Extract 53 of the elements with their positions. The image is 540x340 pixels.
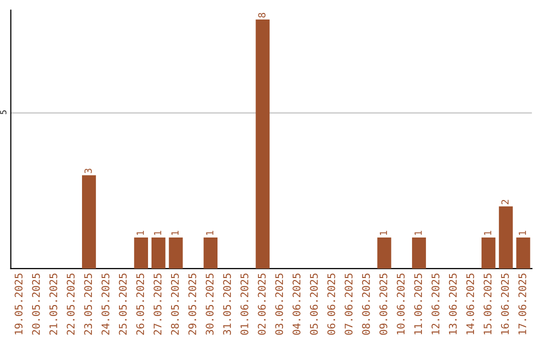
x-tick-label: 28.05.2025	[170, 274, 179, 335]
x-tick-label: 02.06.2025	[258, 274, 266, 335]
bar	[82, 175, 96, 269]
bar	[498, 206, 513, 269]
x-tick-label: 23.05.2025	[84, 274, 92, 335]
x-tick-label: 06.06.2025	[327, 274, 336, 335]
x-tick-label: 31.05.2025	[223, 274, 231, 335]
data-label: 3	[84, 168, 92, 174]
data-label: 1	[171, 230, 179, 235]
x-tick-label: 14.06.2025	[466, 274, 474, 334]
x-tick-label: 05.06.2025	[310, 274, 318, 335]
data-label: 1	[206, 230, 214, 235]
x-tick-label: 07.06.2025	[344, 274, 353, 335]
x-tick-label: 22.05.2025	[66, 274, 75, 335]
bar	[204, 237, 218, 269]
x-tick-label: 10.06.2025	[396, 274, 405, 334]
x-tick-label: 08.06.2025	[362, 274, 370, 335]
x-tick-label: 15.06.2025	[484, 274, 492, 334]
x-tick-label: 29.05.2025	[188, 274, 196, 335]
data-label: 2	[501, 200, 509, 204]
bar	[412, 237, 426, 269]
bar	[151, 237, 166, 269]
x-tick-label: 20.05.2025	[32, 274, 40, 335]
data-label: 1	[518, 230, 526, 235]
x-tick-label: 27.05.2025	[154, 274, 162, 335]
x-tick-label: 30.05.2025	[206, 274, 214, 335]
data-label: 1	[136, 230, 144, 235]
x-tick-label: 11.06.2025	[414, 274, 422, 334]
x-tick-label: 21.05.2025	[49, 274, 58, 335]
x-tick-label: 16.06.2025	[501, 274, 509, 334]
bar	[482, 237, 496, 269]
x-tick-label: 26.05.2025	[136, 274, 144, 335]
x-tick-label: 01.06.2025	[240, 274, 248, 335]
data-label: 1	[414, 230, 422, 235]
bar	[134, 237, 148, 269]
bar	[168, 237, 183, 269]
x-tick-label: 04.06.2025	[292, 274, 300, 335]
x-tick-label: 25.05.2025	[118, 274, 127, 335]
x-tick-label: 03.06.2025	[275, 274, 284, 335]
bar	[377, 237, 392, 269]
data-label: 1	[380, 230, 387, 235]
data-label: 1	[154, 230, 162, 235]
x-tick-label: 12.06.2025	[432, 274, 440, 334]
data-label: 1	[484, 230, 492, 235]
x-tick-label: 24.05.2025	[102, 274, 110, 335]
bar	[516, 237, 530, 269]
x-tick-label: 17.06.2025	[518, 274, 526, 334]
x-tick-label: 19.05.2025	[14, 274, 23, 334]
bar	[256, 20, 270, 269]
x-tick-label: 09.06.2025	[379, 274, 388, 335]
x-tick-label: 13.06.2025	[448, 274, 457, 334]
data-label: 8	[258, 12, 266, 18]
y-tick-label: 5	[0, 110, 6, 114]
